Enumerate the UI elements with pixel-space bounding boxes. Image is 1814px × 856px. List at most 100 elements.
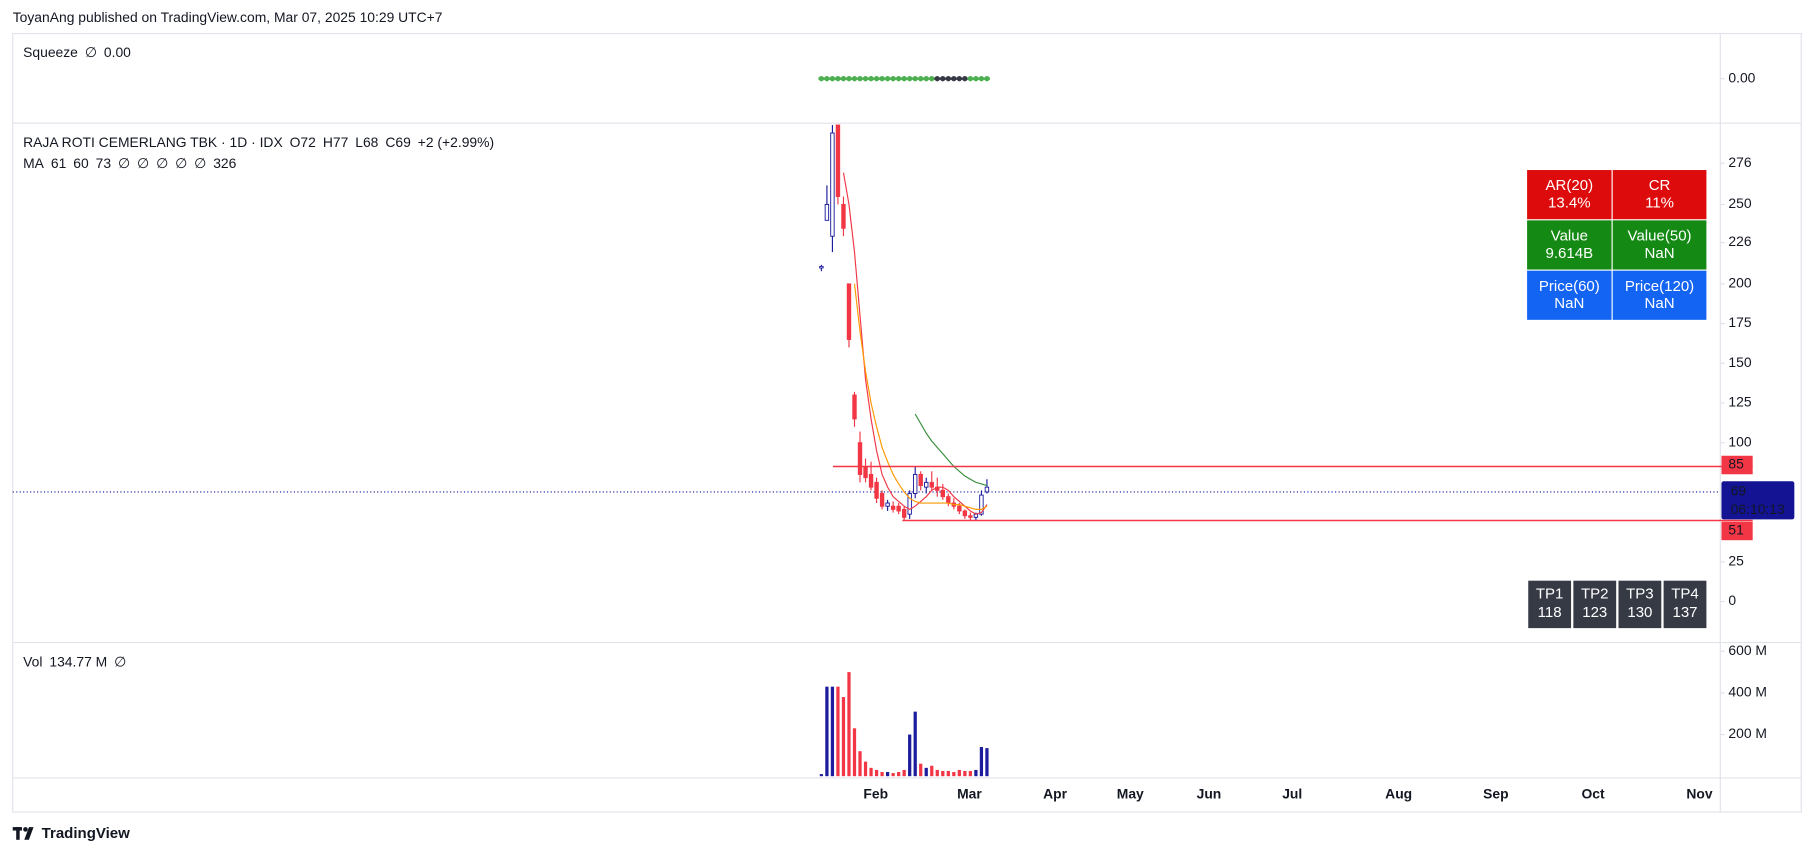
volume-bar bbox=[825, 686, 829, 777]
volume-bar bbox=[830, 686, 835, 777]
cell-title: Price(60) bbox=[1539, 278, 1600, 295]
y-tick-label: 250 bbox=[1728, 195, 1751, 211]
volume-bar bbox=[963, 770, 967, 777]
squeeze-dot bbox=[984, 75, 990, 82]
candle-body bbox=[852, 394, 857, 420]
y-tick-label: 276 bbox=[1728, 154, 1751, 170]
squeeze-dot bbox=[824, 75, 830, 82]
cell-value: 9.614B bbox=[1546, 245, 1594, 262]
volume-bar bbox=[968, 770, 973, 777]
squeeze-dot bbox=[818, 75, 825, 82]
ma-value: ∅ bbox=[137, 155, 149, 171]
volume-bar bbox=[946, 770, 950, 777]
table-cell bbox=[1527, 170, 1612, 220]
ohlc-value: C69 bbox=[385, 134, 411, 150]
volume-bar bbox=[952, 772, 956, 777]
table-cell bbox=[1612, 270, 1707, 320]
cell-value: NaN bbox=[1554, 295, 1584, 312]
tp-value: 137 bbox=[1672, 604, 1697, 621]
candle-body bbox=[913, 473, 918, 494]
ma-value: 61 bbox=[51, 155, 67, 171]
candle-body bbox=[968, 515, 973, 518]
indicator-name: Vol bbox=[23, 653, 42, 669]
squeeze-dot bbox=[929, 75, 935, 82]
level-label-bg bbox=[1721, 455, 1753, 475]
volume-bar bbox=[863, 761, 868, 777]
volume-bar bbox=[902, 769, 906, 777]
squeeze-dot bbox=[951, 75, 957, 82]
chart-frame bbox=[12, 32, 1802, 813]
ohlc-value: L68 bbox=[355, 134, 378, 150]
publish-header: ToyanAng published on TradingView.com, M… bbox=[13, 9, 443, 25]
squeeze-dot bbox=[895, 75, 902, 82]
ma-value: ∅ bbox=[156, 155, 168, 171]
squeeze-dot bbox=[868, 75, 874, 82]
squeeze-dot bbox=[879, 75, 885, 82]
x-tick-label: Feb bbox=[863, 785, 888, 801]
volume-bar bbox=[930, 765, 934, 777]
tp-value: 130 bbox=[1627, 604, 1652, 621]
candle-body bbox=[957, 505, 962, 512]
candle-body bbox=[824, 203, 830, 221]
candle-body bbox=[896, 505, 901, 512]
candle-body bbox=[857, 442, 863, 475]
table-cell bbox=[1527, 270, 1612, 320]
ohlc-value: +2 (+2.99%) bbox=[418, 134, 494, 150]
cell-title: AR(20) bbox=[1546, 177, 1594, 194]
volume-bar bbox=[874, 769, 879, 777]
squeeze-dot bbox=[923, 75, 929, 82]
candle-body bbox=[907, 493, 912, 515]
candle-body bbox=[929, 481, 934, 488]
y-tick-label: 226 bbox=[1728, 233, 1751, 249]
y-tick-label: 0 bbox=[1728, 592, 1736, 608]
candle-body bbox=[819, 265, 824, 269]
volume-bar bbox=[885, 772, 890, 777]
ma-value: ∅ bbox=[194, 155, 206, 171]
ma-value: 60 bbox=[73, 155, 89, 171]
level-label: 85 bbox=[1728, 456, 1744, 472]
candle-body bbox=[830, 132, 835, 237]
last-price-box bbox=[1721, 481, 1795, 520]
ma-label: MA bbox=[23, 155, 45, 171]
candle-body bbox=[924, 481, 929, 488]
volume-bar bbox=[924, 767, 928, 777]
candle-body bbox=[874, 481, 879, 499]
legend-value: 134.77 M bbox=[49, 653, 107, 669]
squeeze-dot bbox=[973, 75, 979, 82]
volume-bar bbox=[841, 697, 846, 777]
squeeze-dot bbox=[857, 75, 863, 82]
volume-bar bbox=[957, 769, 961, 777]
y-tick-label: 150 bbox=[1728, 354, 1751, 370]
y-tick-label: 200 bbox=[1728, 275, 1751, 291]
volume-bar bbox=[869, 767, 873, 777]
squeeze-dot bbox=[829, 75, 836, 82]
moving-average bbox=[914, 413, 988, 487]
x-tick-label: Apr bbox=[1043, 785, 1067, 801]
squeeze-dot bbox=[912, 75, 918, 82]
legend-value: 0.00 bbox=[104, 44, 131, 60]
y-tick-label: 175 bbox=[1728, 314, 1751, 330]
ohlc-value: H77 bbox=[323, 134, 349, 150]
y-tick-label: 0.00 bbox=[1728, 69, 1755, 85]
squeeze-dot bbox=[873, 75, 880, 82]
squeeze-dot bbox=[940, 75, 946, 82]
volume-bar bbox=[974, 769, 978, 777]
squeeze-dot bbox=[846, 75, 852, 82]
volume-bar bbox=[858, 751, 862, 777]
volume-bar bbox=[880, 772, 884, 777]
candle-body bbox=[879, 493, 885, 507]
squeeze-dot bbox=[840, 75, 847, 82]
cell-value: NaN bbox=[1645, 245, 1675, 262]
candle-body bbox=[863, 466, 868, 479]
ma-value: ∅ bbox=[118, 155, 130, 171]
indicator-name: Squeeze bbox=[23, 44, 78, 60]
y-tick-label: 200 M bbox=[1728, 725, 1767, 741]
tp-label: TP1 bbox=[1536, 586, 1564, 603]
tp-label: TP3 bbox=[1626, 586, 1654, 603]
volume-bar bbox=[979, 747, 984, 777]
x-tick-label: Mar bbox=[957, 785, 982, 801]
squeeze-dot bbox=[862, 75, 869, 82]
tp-value: 123 bbox=[1582, 604, 1607, 621]
y-tick-label: 125 bbox=[1728, 394, 1751, 410]
